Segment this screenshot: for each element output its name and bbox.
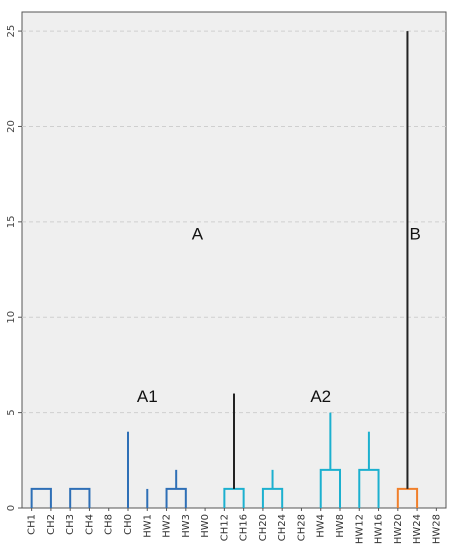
leaf-label: HW28 [431, 514, 442, 544]
leaf-label: HW0 [200, 514, 211, 538]
leaf-label: HW4 [316, 514, 327, 538]
dendrogram-links [30, 31, 419, 508]
leaf-label: HW12 [354, 514, 365, 544]
leaf-label: CH0 [123, 514, 134, 535]
leaf-label: CH16 [239, 514, 250, 541]
x-axis-leaf-labels: CH1 CH2 CH3 CH4 CH8 CH0 HW1 HW2 HW3 HW0 CH12 CH16 CH… [27, 508, 442, 544]
cluster-label: A2 [310, 387, 331, 406]
leaf-label: CH3 [65, 514, 76, 535]
y-tick-label: 10 [6, 311, 17, 324]
y-axis: 0 5 10 15 20 25 [6, 25, 22, 511]
cluster-label: A1 [137, 387, 158, 406]
y-tick-label: 20 [6, 120, 17, 133]
y-tick-label: 15 [6, 215, 17, 228]
leaf-label: CH4 [84, 514, 95, 535]
leaf-label: CH24 [277, 514, 288, 541]
leaf-label: HW3 [181, 514, 192, 538]
leaf-label: CH20 [258, 514, 269, 541]
leaf-label: CH8 [104, 514, 115, 535]
leaf-label: CH28 [296, 514, 307, 541]
leaf-label: HW1 [142, 514, 153, 538]
leaf-label: CH12 [219, 514, 230, 541]
grid-lines [22, 30, 446, 414]
dendrogram-link [69, 487, 91, 508]
cluster-label: A [192, 225, 204, 244]
cluster-labels: A B A1 A2 [137, 225, 421, 406]
leaf-label: HW2 [162, 514, 173, 538]
leaf-label: HW8 [335, 514, 346, 538]
y-tick-label: 25 [6, 25, 17, 38]
dendrogram-link [30, 487, 52, 508]
leaf-label: HW16 [374, 514, 385, 544]
leaf-label: HW20 [393, 514, 404, 544]
y-tick-label: 5 [6, 409, 17, 415]
y-tick-label: 0 [6, 505, 17, 511]
leaf-label: CH1 [27, 514, 38, 535]
leaf-label: CH2 [46, 514, 57, 535]
leaf-label: HW24 [412, 514, 423, 544]
cluster-label: B [409, 225, 420, 244]
